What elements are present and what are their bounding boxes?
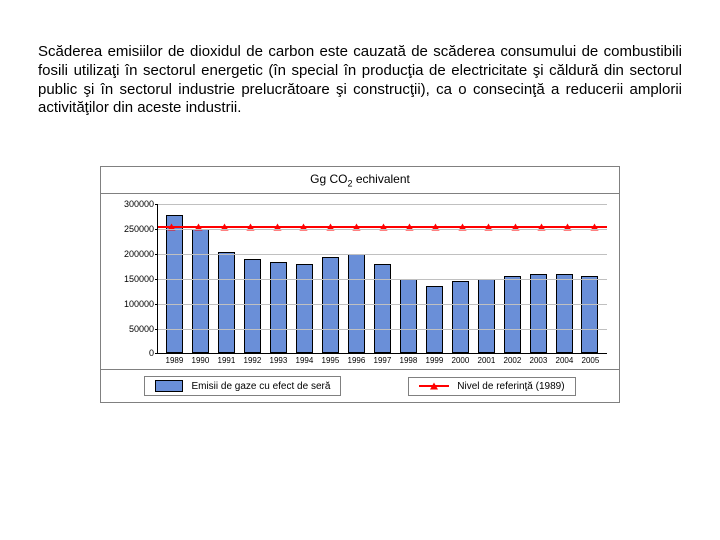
chart-title-suffix: echivalent — [352, 172, 409, 186]
bar — [244, 259, 261, 353]
ytick-mark — [155, 329, 158, 330]
description-paragraph: Scăderea emisiilor de dioxidul de carbon… — [38, 43, 682, 118]
legend-item-series: Emisii de gaze cu efect de seră — [144, 376, 341, 396]
bar — [581, 276, 598, 353]
gridline — [158, 254, 607, 255]
bar — [218, 252, 235, 354]
x-axis-label: 1995 — [322, 356, 339, 365]
x-axis-label: 2004 — [556, 356, 573, 365]
ytick-label: 150000 — [124, 274, 154, 284]
gridline — [158, 304, 607, 305]
x-axis-label: 1990 — [192, 356, 209, 365]
legend: Emisii de gaze cu efect de seră Nivel de… — [100, 370, 620, 403]
chart-title: Gg CO2 echivalent — [100, 166, 620, 194]
plot: 050000100000150000200000250000300000 — [157, 204, 607, 354]
ytick-label: 0 — [149, 348, 154, 358]
legend-reference-label: Nivel de referinţă (1989) — [457, 381, 564, 392]
x-axis-label: 2001 — [478, 356, 495, 365]
ytick-label: 200000 — [124, 249, 154, 259]
x-axis-label: 1993 — [270, 356, 287, 365]
bar — [296, 264, 313, 353]
ytick-mark — [155, 279, 158, 280]
x-axis-label: 1992 — [244, 356, 261, 365]
bar — [270, 262, 287, 354]
x-axis-label: 1999 — [426, 356, 443, 365]
bar — [556, 274, 573, 353]
x-axis-label: 1994 — [296, 356, 313, 365]
bar — [400, 279, 417, 354]
gridline — [158, 229, 607, 230]
chart-title-prefix: Gg CO — [310, 172, 347, 186]
bar — [504, 276, 521, 353]
x-axis-label: 1996 — [348, 356, 365, 365]
bar — [192, 229, 209, 353]
ytick-mark — [155, 229, 158, 230]
plot-box: 050000100000150000200000250000300000 198… — [100, 194, 620, 370]
legend-swatch-bar-icon — [155, 380, 183, 392]
bar — [426, 286, 443, 353]
x-axis-label: 1998 — [400, 356, 417, 365]
chart-container: Gg CO2 echivalent 0500001000001500002000… — [100, 166, 620, 403]
x-axis-labels: 1989 1990 1991 1992 1993 1994 1995 1996 1997 1998… — [157, 354, 607, 365]
bar — [166, 215, 183, 353]
bar — [452, 281, 469, 353]
x-axis-label: 1991 — [218, 356, 235, 365]
x-axis-label: 2003 — [530, 356, 547, 365]
plot-area: 050000100000150000200000250000300000 — [157, 204, 607, 354]
gridline — [158, 329, 607, 330]
ytick-label: 300000 — [124, 199, 154, 209]
x-axis-label: 1997 — [374, 356, 391, 365]
ytick-label: 50000 — [129, 324, 154, 334]
ytick-mark — [155, 204, 158, 205]
bar — [374, 264, 391, 353]
ytick-label: 250000 — [124, 224, 154, 234]
x-axis-label: 1989 — [166, 356, 183, 365]
bar — [530, 274, 547, 353]
ytick-mark — [155, 353, 158, 354]
ytick-label: 100000 — [124, 299, 154, 309]
x-axis-label: 2005 — [582, 356, 599, 365]
ytick-mark — [155, 304, 158, 305]
bar — [478, 279, 495, 354]
legend-swatch-line-icon — [419, 385, 449, 387]
gridline — [158, 204, 607, 205]
x-axis-label: 2000 — [452, 356, 469, 365]
legend-item-reference: Nivel de referinţă (1989) — [408, 377, 575, 396]
ytick-mark — [155, 254, 158, 255]
x-axis-label: 2002 — [504, 356, 521, 365]
legend-series-label: Emisii de gaze cu efect de seră — [191, 381, 330, 392]
gridline — [158, 279, 607, 280]
bar — [322, 257, 339, 354]
